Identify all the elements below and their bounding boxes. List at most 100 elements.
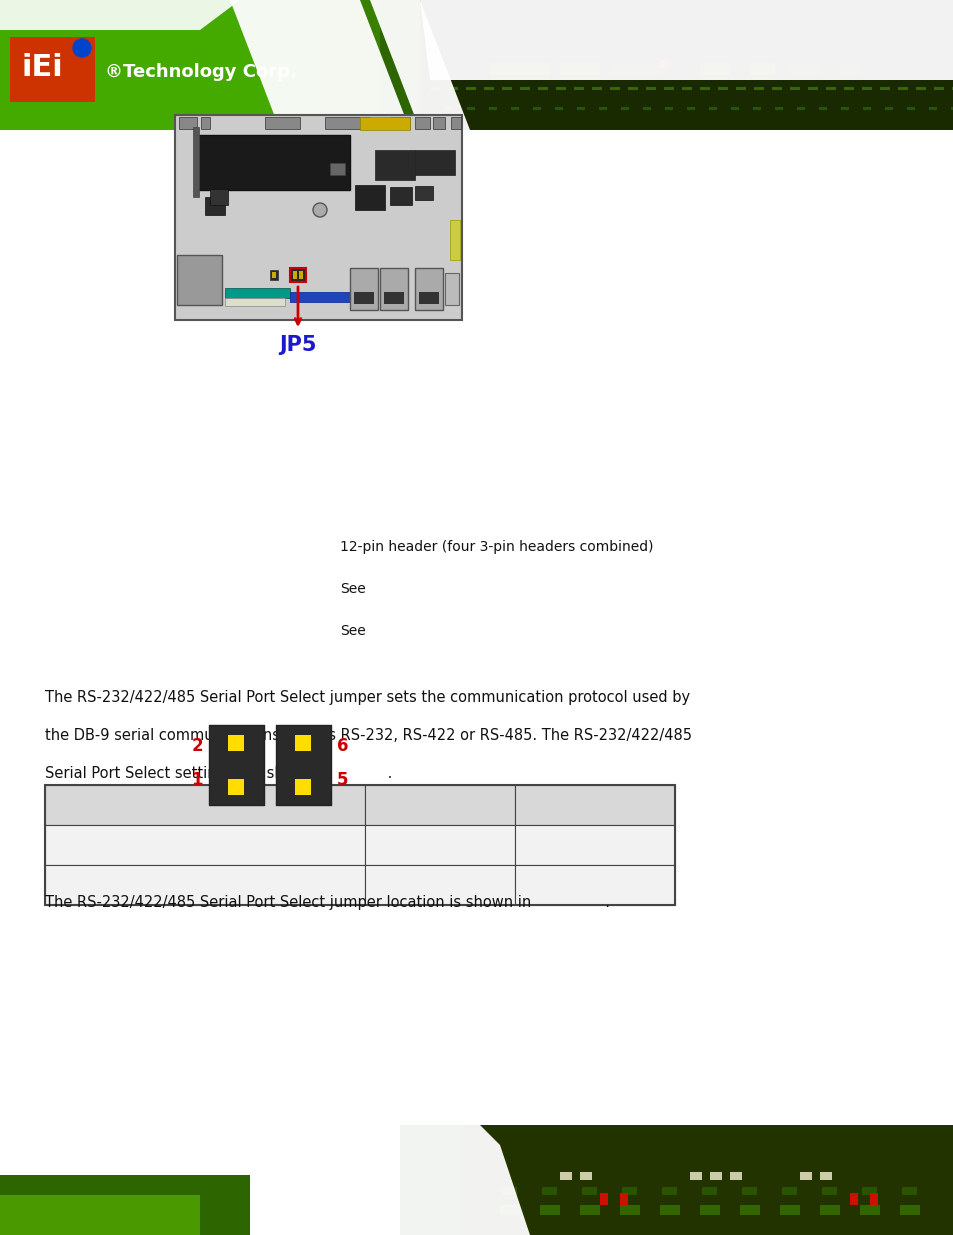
Bar: [619, 1205, 639, 1215]
Bar: [541, 1187, 557, 1195]
Bar: [265, 117, 299, 128]
Bar: [210, 189, 228, 205]
Bar: [781, 1187, 796, 1195]
Bar: [499, 1205, 519, 1215]
Bar: [735, 86, 745, 90]
Bar: [444, 107, 453, 110]
Bar: [415, 149, 455, 175]
Bar: [752, 107, 760, 110]
Bar: [450, 220, 459, 261]
Bar: [686, 107, 695, 110]
Text: 1: 1: [192, 771, 203, 789]
Bar: [709, 1172, 721, 1179]
Bar: [430, 86, 439, 90]
Bar: [272, 272, 275, 278]
Bar: [700, 63, 729, 75]
Text: Serial Port Select settings are shown in            .: Serial Port Select settings are shown in…: [45, 766, 392, 781]
Bar: [862, 107, 870, 110]
Bar: [708, 107, 717, 110]
Bar: [325, 117, 370, 128]
Bar: [225, 298, 285, 306]
Bar: [581, 1187, 597, 1195]
Bar: [741, 1187, 757, 1195]
Bar: [627, 86, 638, 90]
Bar: [621, 1187, 637, 1195]
Bar: [430, 75, 953, 130]
Bar: [365, 864, 515, 905]
Bar: [0, 0, 953, 130]
Text: the DB-9 serial communications port as RS-232, RS-422 or RS-485. The RS-232/422/: the DB-9 serial communications port as R…: [45, 727, 691, 743]
Bar: [270, 270, 277, 280]
Bar: [556, 86, 565, 90]
Text: 5: 5: [336, 771, 348, 789]
Bar: [228, 735, 244, 751]
Bar: [840, 63, 859, 75]
Bar: [933, 86, 943, 90]
Bar: [579, 1205, 599, 1215]
Polygon shape: [419, 0, 953, 80]
Bar: [379, 268, 408, 310]
Bar: [519, 86, 530, 90]
Bar: [821, 1187, 836, 1195]
Bar: [179, 117, 196, 128]
Bar: [820, 1205, 840, 1215]
Text: 6: 6: [336, 737, 348, 755]
Bar: [501, 86, 512, 90]
Bar: [430, 0, 953, 80]
Bar: [599, 1193, 607, 1205]
Bar: [753, 86, 763, 90]
Bar: [390, 117, 410, 128]
Bar: [365, 785, 515, 825]
Bar: [418, 291, 438, 304]
Bar: [843, 86, 853, 90]
Bar: [537, 86, 547, 90]
Bar: [511, 107, 518, 110]
Bar: [559, 63, 599, 75]
Bar: [859, 1205, 879, 1215]
Bar: [659, 1205, 679, 1215]
Bar: [459, 1125, 953, 1235]
Bar: [193, 127, 199, 198]
Bar: [862, 86, 871, 90]
Bar: [780, 1205, 800, 1215]
Bar: [45, 825, 365, 864]
Bar: [796, 107, 804, 110]
Text: 12-pin header (four 3-pin headers combined): 12-pin header (four 3-pin headers combin…: [339, 540, 653, 555]
Bar: [820, 1172, 831, 1179]
Bar: [689, 1172, 701, 1179]
Bar: [807, 86, 817, 90]
Bar: [459, 1125, 953, 1235]
Bar: [293, 270, 296, 279]
Bar: [701, 1187, 717, 1195]
Circle shape: [313, 203, 327, 217]
Bar: [951, 86, 953, 90]
Bar: [205, 198, 225, 215]
Bar: [415, 186, 433, 200]
Bar: [384, 291, 403, 304]
Bar: [539, 1205, 559, 1215]
Bar: [555, 107, 562, 110]
Bar: [174, 115, 461, 320]
Bar: [849, 1193, 857, 1205]
Bar: [515, 864, 675, 905]
Bar: [681, 86, 691, 90]
Bar: [577, 107, 584, 110]
Bar: [901, 1187, 916, 1195]
Bar: [433, 117, 444, 128]
Bar: [899, 1205, 919, 1215]
Bar: [290, 268, 306, 282]
Bar: [818, 107, 826, 110]
Text: See: See: [339, 624, 365, 638]
Bar: [45, 785, 365, 825]
Text: ®Technology Corp.: ®Technology Corp.: [105, 63, 296, 82]
Bar: [294, 779, 311, 795]
Bar: [490, 63, 550, 75]
Bar: [419, 0, 953, 130]
Bar: [740, 1205, 760, 1215]
Bar: [330, 163, 345, 175]
Bar: [700, 86, 709, 90]
Circle shape: [73, 40, 91, 57]
Bar: [275, 725, 331, 805]
Bar: [789, 86, 800, 90]
Bar: [415, 117, 430, 128]
